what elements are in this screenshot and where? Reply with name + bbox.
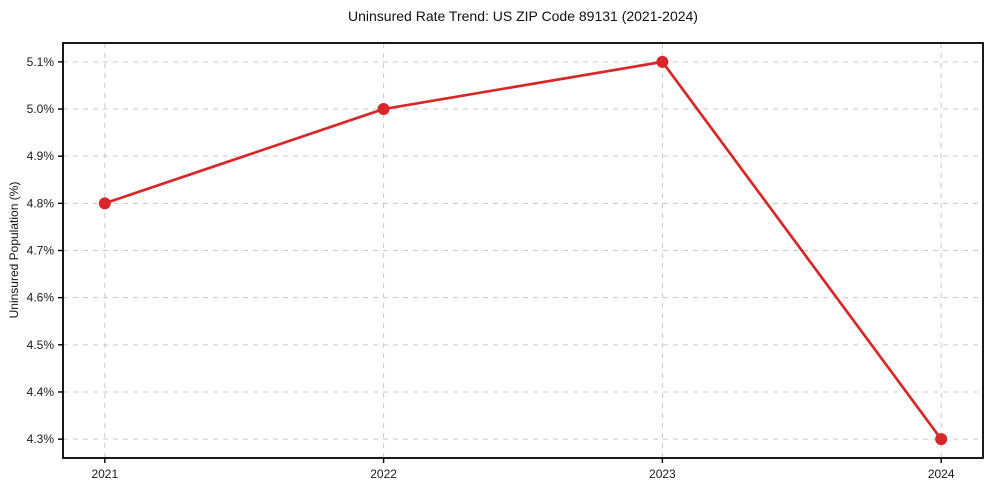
chart-title: Uninsured Rate Trend: US ZIP Code 89131 … [348, 8, 698, 24]
x-tick-label: 2023 [649, 467, 676, 481]
y-tick-label: 5.0% [27, 102, 55, 116]
y-tick-label: 4.5% [27, 338, 55, 352]
trend-line [103, 60, 943, 441]
x-tick-label: 2021 [91, 467, 118, 481]
y-tick-label: 4.3% [27, 432, 55, 446]
y-tick-label: 4.7% [27, 244, 55, 258]
data-point-2022 [377, 103, 390, 116]
x-tick-label: 2024 [928, 467, 955, 481]
y-tick-label: 4.6% [27, 291, 55, 305]
data-point-2023 [656, 55, 669, 68]
x-tick-label: 2022 [370, 467, 397, 481]
y-tick-label: 5.1% [27, 55, 55, 69]
data-point-2024 [935, 433, 948, 446]
y-tick-label: 4.9% [27, 149, 55, 163]
y-tick-label: 4.4% [27, 385, 55, 399]
y-tick-label: 4.8% [27, 196, 55, 210]
data-point-2021 [98, 197, 111, 210]
plot-frame [62, 42, 984, 459]
